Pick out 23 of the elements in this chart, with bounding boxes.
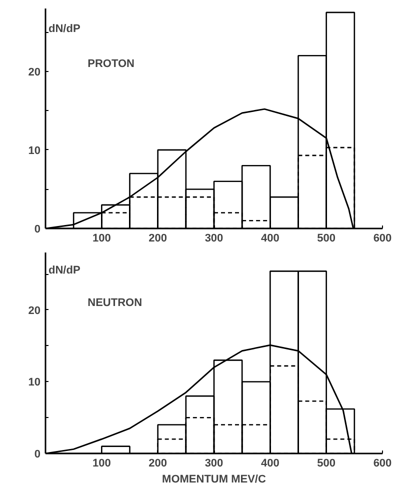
x-tick-label: 400 xyxy=(260,458,280,470)
y-axis-title: dN/dP xyxy=(48,264,80,277)
x-tick-label: 200 xyxy=(148,458,168,470)
x-tick-label: 500 xyxy=(317,232,336,244)
x-tick-label: 500 xyxy=(317,458,336,470)
y-tick-label: 0 xyxy=(34,448,41,460)
y-tick-label: 10 xyxy=(28,376,41,389)
x-tick-label: 100 xyxy=(92,458,111,470)
y-tick-label: 20 xyxy=(28,66,41,78)
x-tick-label: 300 xyxy=(204,458,224,470)
y-tick-label: 0 xyxy=(34,224,41,236)
y-tick-label: 20 xyxy=(28,304,41,317)
y-axis-title: dN/dP xyxy=(48,22,80,35)
x-axis-title: MOMENTUM MEV/C xyxy=(162,474,266,486)
y-tick-label: 10 xyxy=(28,144,41,157)
x-tick-label: 600 xyxy=(373,232,392,244)
x-tick-label: 400 xyxy=(260,232,280,244)
x-tick-label: 600 xyxy=(373,458,392,470)
annotation: NEUTRON xyxy=(88,296,142,309)
annotation: PROTON xyxy=(88,58,135,70)
x-tick-label: 300 xyxy=(204,232,224,244)
x-tick-label: 100 xyxy=(92,232,111,244)
x-tick-label: 200 xyxy=(148,232,168,244)
